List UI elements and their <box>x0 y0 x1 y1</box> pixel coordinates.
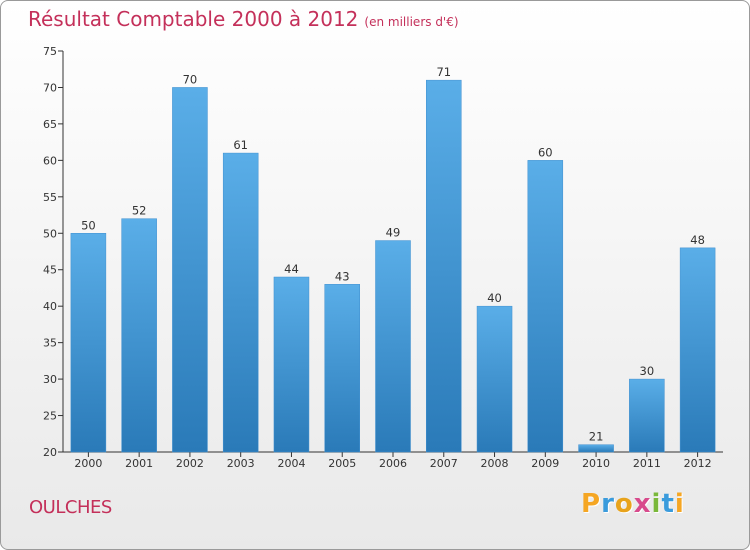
y-tick-label: 30 <box>43 373 57 386</box>
y-tick-label: 55 <box>43 191 57 204</box>
bar <box>679 247 716 453</box>
x-tick-label: 2000 <box>74 457 102 470</box>
x-tick-label: 2012 <box>684 457 712 470</box>
bar-value-label: 30 <box>640 364 655 378</box>
bar-value-label: 61 <box>233 138 248 152</box>
bar-value-label: 44 <box>284 262 299 276</box>
x-tick-label: 2007 <box>430 457 458 470</box>
bar-value-label: 21 <box>589 430 604 444</box>
x-tick-label: 2002 <box>176 457 204 470</box>
x-tick-label: 2009 <box>531 457 559 470</box>
chart-title: Résultat Comptable 2000 à 2012 (en millie… <box>28 7 459 31</box>
bar <box>70 233 107 453</box>
bar-value-label: 71 <box>436 65 451 79</box>
bar-value-label: 49 <box>386 226 401 240</box>
bar-value-label: 50 <box>81 218 96 232</box>
x-tick-label: 2004 <box>277 457 305 470</box>
x-tick-label: 2005 <box>328 457 356 470</box>
logo-letter: r <box>601 489 615 519</box>
y-tick-label: 50 <box>43 227 57 240</box>
bar <box>629 378 665 453</box>
x-tick-label: 2008 <box>481 457 509 470</box>
proxiti-logo[interactable]: Proxiti <box>581 489 685 519</box>
y-tick-label: 20 <box>43 446 57 459</box>
bar-value-label: 40 <box>487 291 502 305</box>
bar <box>426 79 462 453</box>
place-name: OULCHES <box>29 497 112 518</box>
logo-letter: x <box>633 489 652 519</box>
y-tick-label: 40 <box>43 300 57 313</box>
bar <box>375 240 411 453</box>
bar-value-label: 60 <box>538 145 553 159</box>
bar <box>476 305 513 453</box>
y-tick-label: 45 <box>43 264 57 277</box>
bar <box>121 218 157 453</box>
bar <box>273 276 310 453</box>
y-tick-label: 60 <box>43 154 57 167</box>
y-tick-label: 75 <box>43 45 57 58</box>
logo-letter: o <box>614 489 634 519</box>
bar-value-label: 48 <box>690 233 705 247</box>
x-tick-label: 2001 <box>125 457 153 470</box>
logo-letter: i <box>674 489 685 519</box>
logo-letter: P <box>581 489 602 519</box>
logo-letter: i <box>651 489 662 519</box>
bar-value-label: 70 <box>183 72 198 86</box>
bar <box>527 160 564 453</box>
bar <box>324 284 360 453</box>
x-tick-label: 2010 <box>582 457 610 470</box>
chart-subtitle: (en milliers d'€) <box>364 15 459 29</box>
bar-value-label: 52 <box>132 204 147 218</box>
y-tick-label: 35 <box>43 337 57 350</box>
y-tick-label: 70 <box>43 81 57 94</box>
bar <box>578 444 614 453</box>
bar-value-label: 43 <box>335 269 350 283</box>
x-tick-label: 2011 <box>633 457 661 470</box>
x-tick-label: 2006 <box>379 457 407 470</box>
x-tick-label: 2003 <box>227 457 255 470</box>
bar <box>222 152 259 453</box>
chart-title-text: Résultat Comptable 2000 à 2012 <box>28 7 359 31</box>
bar <box>172 87 208 453</box>
logo-letter: t <box>661 489 675 519</box>
y-tick-label: 25 <box>43 410 57 423</box>
y-tick-label: 65 <box>43 118 57 131</box>
